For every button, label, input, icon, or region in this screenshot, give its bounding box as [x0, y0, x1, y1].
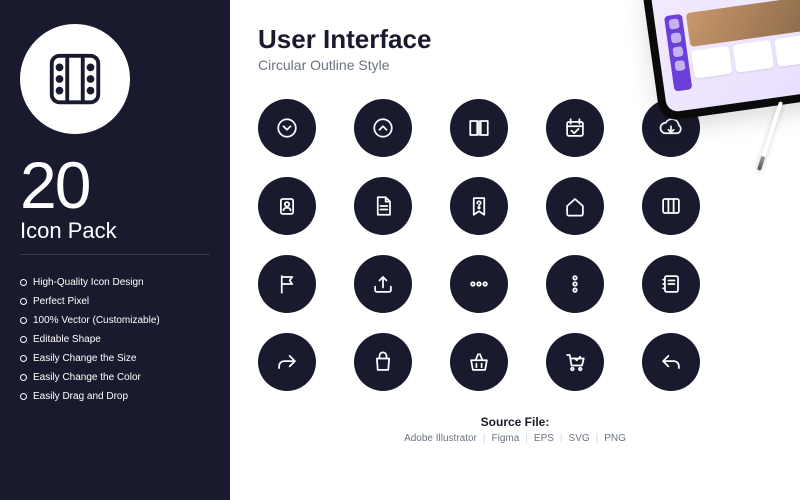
feature-item: Perfect Pixel [20, 292, 210, 311]
source-format: SVG [569, 433, 590, 444]
icon-grid [258, 99, 772, 391]
id-card-icon [258, 177, 316, 235]
flag-icon [258, 255, 316, 313]
feature-item: 100% Vector (Customizable) [20, 311, 210, 330]
pack-label: Icon Pack [20, 218, 210, 255]
feature-item: Easily Drag and Drop [20, 387, 210, 406]
source-file-title: Source File: [258, 415, 772, 429]
reply-icon [642, 333, 700, 391]
file-text-icon [354, 177, 412, 235]
source-format: EPS [534, 433, 554, 444]
shopping-basket-icon [450, 333, 508, 391]
source-file-section: Source File: Adobe Illustrator| Figma| E… [258, 415, 772, 444]
sidebar: 20 Icon Pack High-Quality Icon Design Pe… [0, 0, 230, 500]
source-format: Adobe Illustrator [404, 433, 477, 444]
hero-icon-preview [20, 24, 130, 134]
chevron-down-circle-icon [258, 99, 316, 157]
main-panel: User Interface Circular Outline Style So… [230, 0, 800, 500]
source-file-list: Adobe Illustrator| Figma| EPS| SVG| PNG [258, 433, 772, 444]
feature-item: High-Quality Icon Design [20, 273, 210, 292]
chevron-up-circle-icon [354, 99, 412, 157]
columns-board-icon [642, 177, 700, 235]
bookmark-help-icon [450, 177, 508, 235]
icon-count: 20 [20, 152, 210, 218]
feature-item: Easily Change the Size [20, 349, 210, 368]
notebook-icon [642, 255, 700, 313]
feature-item: Editable Shape [20, 330, 210, 349]
book-open-icon [450, 99, 508, 157]
shopping-bag-icon [354, 333, 412, 391]
feature-item: Easily Change the Color [20, 368, 210, 387]
shopping-cart-check-icon [546, 333, 604, 391]
source-format: Figma [492, 433, 520, 444]
more-vertical-icon [546, 255, 604, 313]
calendar-check-icon [546, 99, 604, 157]
more-horizontal-icon [450, 255, 508, 313]
home-icon [546, 177, 604, 235]
tablet-mockup [641, 0, 800, 122]
feature-list: High-Quality Icon Design Perfect Pixel 1… [20, 273, 210, 406]
share-forward-icon [258, 333, 316, 391]
source-format: PNG [604, 433, 626, 444]
upload-tray-icon [354, 255, 412, 313]
